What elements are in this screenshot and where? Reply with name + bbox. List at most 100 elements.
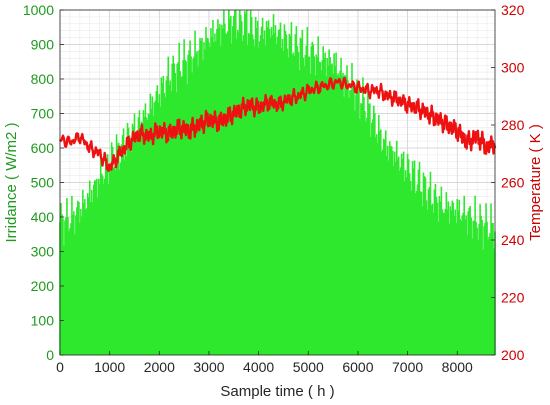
irradiance-bar [418, 161, 421, 355]
irradiance-bar [272, 14, 275, 356]
irradiance-bar [380, 151, 383, 355]
irradiance-bar [91, 202, 94, 355]
irradiance-bar [353, 88, 355, 356]
irradiance-bar [164, 97, 167, 356]
irradiance-bar [471, 238, 473, 355]
irradiance-bar [157, 102, 160, 356]
irradiance-bar [220, 46, 222, 355]
irradiance-bar [177, 62, 179, 355]
irradiance-bar [121, 135, 124, 355]
irradiance-bar [231, 43, 233, 356]
irradiance-bar [65, 217, 67, 355]
irradiance-bar [171, 63, 174, 355]
irradiance-bar [163, 92, 166, 356]
irradiance-bar [433, 189, 436, 355]
irradiance-bar [473, 220, 475, 355]
irradiance-bar [223, 10, 225, 355]
irradiance-bar [63, 245, 65, 355]
irradiance-bar [451, 200, 454, 355]
irradiance-bar [137, 117, 140, 355]
irradiance-bar [221, 24, 223, 356]
irradiance-bar [396, 159, 399, 355]
irradiance-bar [439, 201, 442, 355]
left-y-axis-ticks: 0 100 200 300 400 500 600 700 800 900 1000 [23, 2, 64, 363]
irradiance-bar [346, 65, 348, 355]
irradiance-bar [480, 215, 482, 355]
irradiance-bar [295, 26, 298, 355]
irradiance-bar [230, 15, 232, 356]
irradiance-bar [149, 93, 152, 356]
irradiance-bar [179, 71, 181, 356]
irradiance-bar [222, 28, 224, 356]
irradiance-bar [281, 39, 284, 355]
irradiance-bar [226, 33, 228, 355]
irradiance-bar [196, 51, 198, 356]
irradiance-bar [173, 63, 176, 355]
irradiance-bar [309, 73, 312, 355]
x-tick-label: 5000 [293, 359, 324, 375]
irradiance-bar [105, 161, 108, 355]
irradiance-bar [430, 205, 433, 355]
irradiance-bar [344, 74, 346, 355]
irradiance-bar [176, 63, 178, 355]
irradiance-bar [402, 151, 405, 355]
irradiance-bar [128, 135, 131, 355]
irradiance-bar [94, 180, 97, 355]
irradiance-bar [429, 171, 432, 355]
irradiance-bar [329, 57, 331, 356]
irradiance-bar [395, 140, 398, 355]
x-tick-label: 7000 [392, 359, 423, 375]
irradiance-bar [376, 134, 378, 355]
irradiance-bar [455, 222, 458, 355]
irradiance-bar [67, 217, 69, 355]
irradiance-bar [312, 44, 315, 355]
irradiance-bar [424, 177, 427, 355]
irradiance-bar [86, 208, 88, 355]
irradiance-bar [375, 137, 377, 355]
irradiance-bar [319, 62, 322, 355]
irradiance-bar [302, 57, 305, 356]
irradiance-bar [242, 35, 245, 355]
irradiance-bar [479, 204, 481, 355]
irradiance-bar [202, 60, 204, 355]
irradiance-bar [474, 195, 476, 355]
irradiance-bar [245, 10, 248, 356]
irradiance-bar [467, 211, 469, 355]
irradiance-bar [117, 142, 120, 355]
irradiance-bar [462, 212, 465, 355]
irradiance-bar [333, 53, 335, 355]
irradiance-bar [170, 90, 173, 355]
irradiance-bar [285, 34, 288, 356]
irradiance-bar [99, 158, 102, 355]
irradiance-bar [489, 232, 491, 355]
irradiance-bar [405, 176, 408, 355]
irradiance-bar [232, 26, 234, 355]
irradiance-bar [324, 52, 326, 356]
irradiance-bar [208, 42, 210, 356]
irradiance-bar [97, 178, 100, 355]
irradiance-bar [144, 103, 147, 356]
irradiance-bar [69, 228, 71, 355]
irradiance-bar [347, 80, 349, 355]
irradiance-bar [434, 183, 437, 355]
irradiance-bar [123, 160, 126, 355]
irradiance-bar [120, 144, 123, 355]
irradiance-bar [352, 85, 354, 356]
irradiance-bar [216, 29, 218, 356]
x-axis-label: Sample time ( h ) [220, 383, 334, 400]
irradiance-bar [110, 142, 113, 355]
irradiance-bar [488, 236, 490, 355]
irradiance-bar [343, 96, 345, 355]
left-y-axis-label: Irridance ( W/m2 ) [3, 122, 20, 242]
irradiance-bar [449, 206, 452, 355]
irradiance-bar [452, 202, 455, 355]
irradiance-bar [290, 22, 293, 356]
irradiance-bar [205, 27, 207, 356]
irradiance-bar [363, 96, 365, 356]
irradiance-bar [328, 49, 330, 356]
irradiance-bar [448, 223, 451, 355]
irradiance-bar [265, 21, 268, 355]
irradiance-bar [374, 113, 376, 355]
irradiance-bar [458, 199, 461, 355]
irradiance-bar [298, 70, 301, 355]
